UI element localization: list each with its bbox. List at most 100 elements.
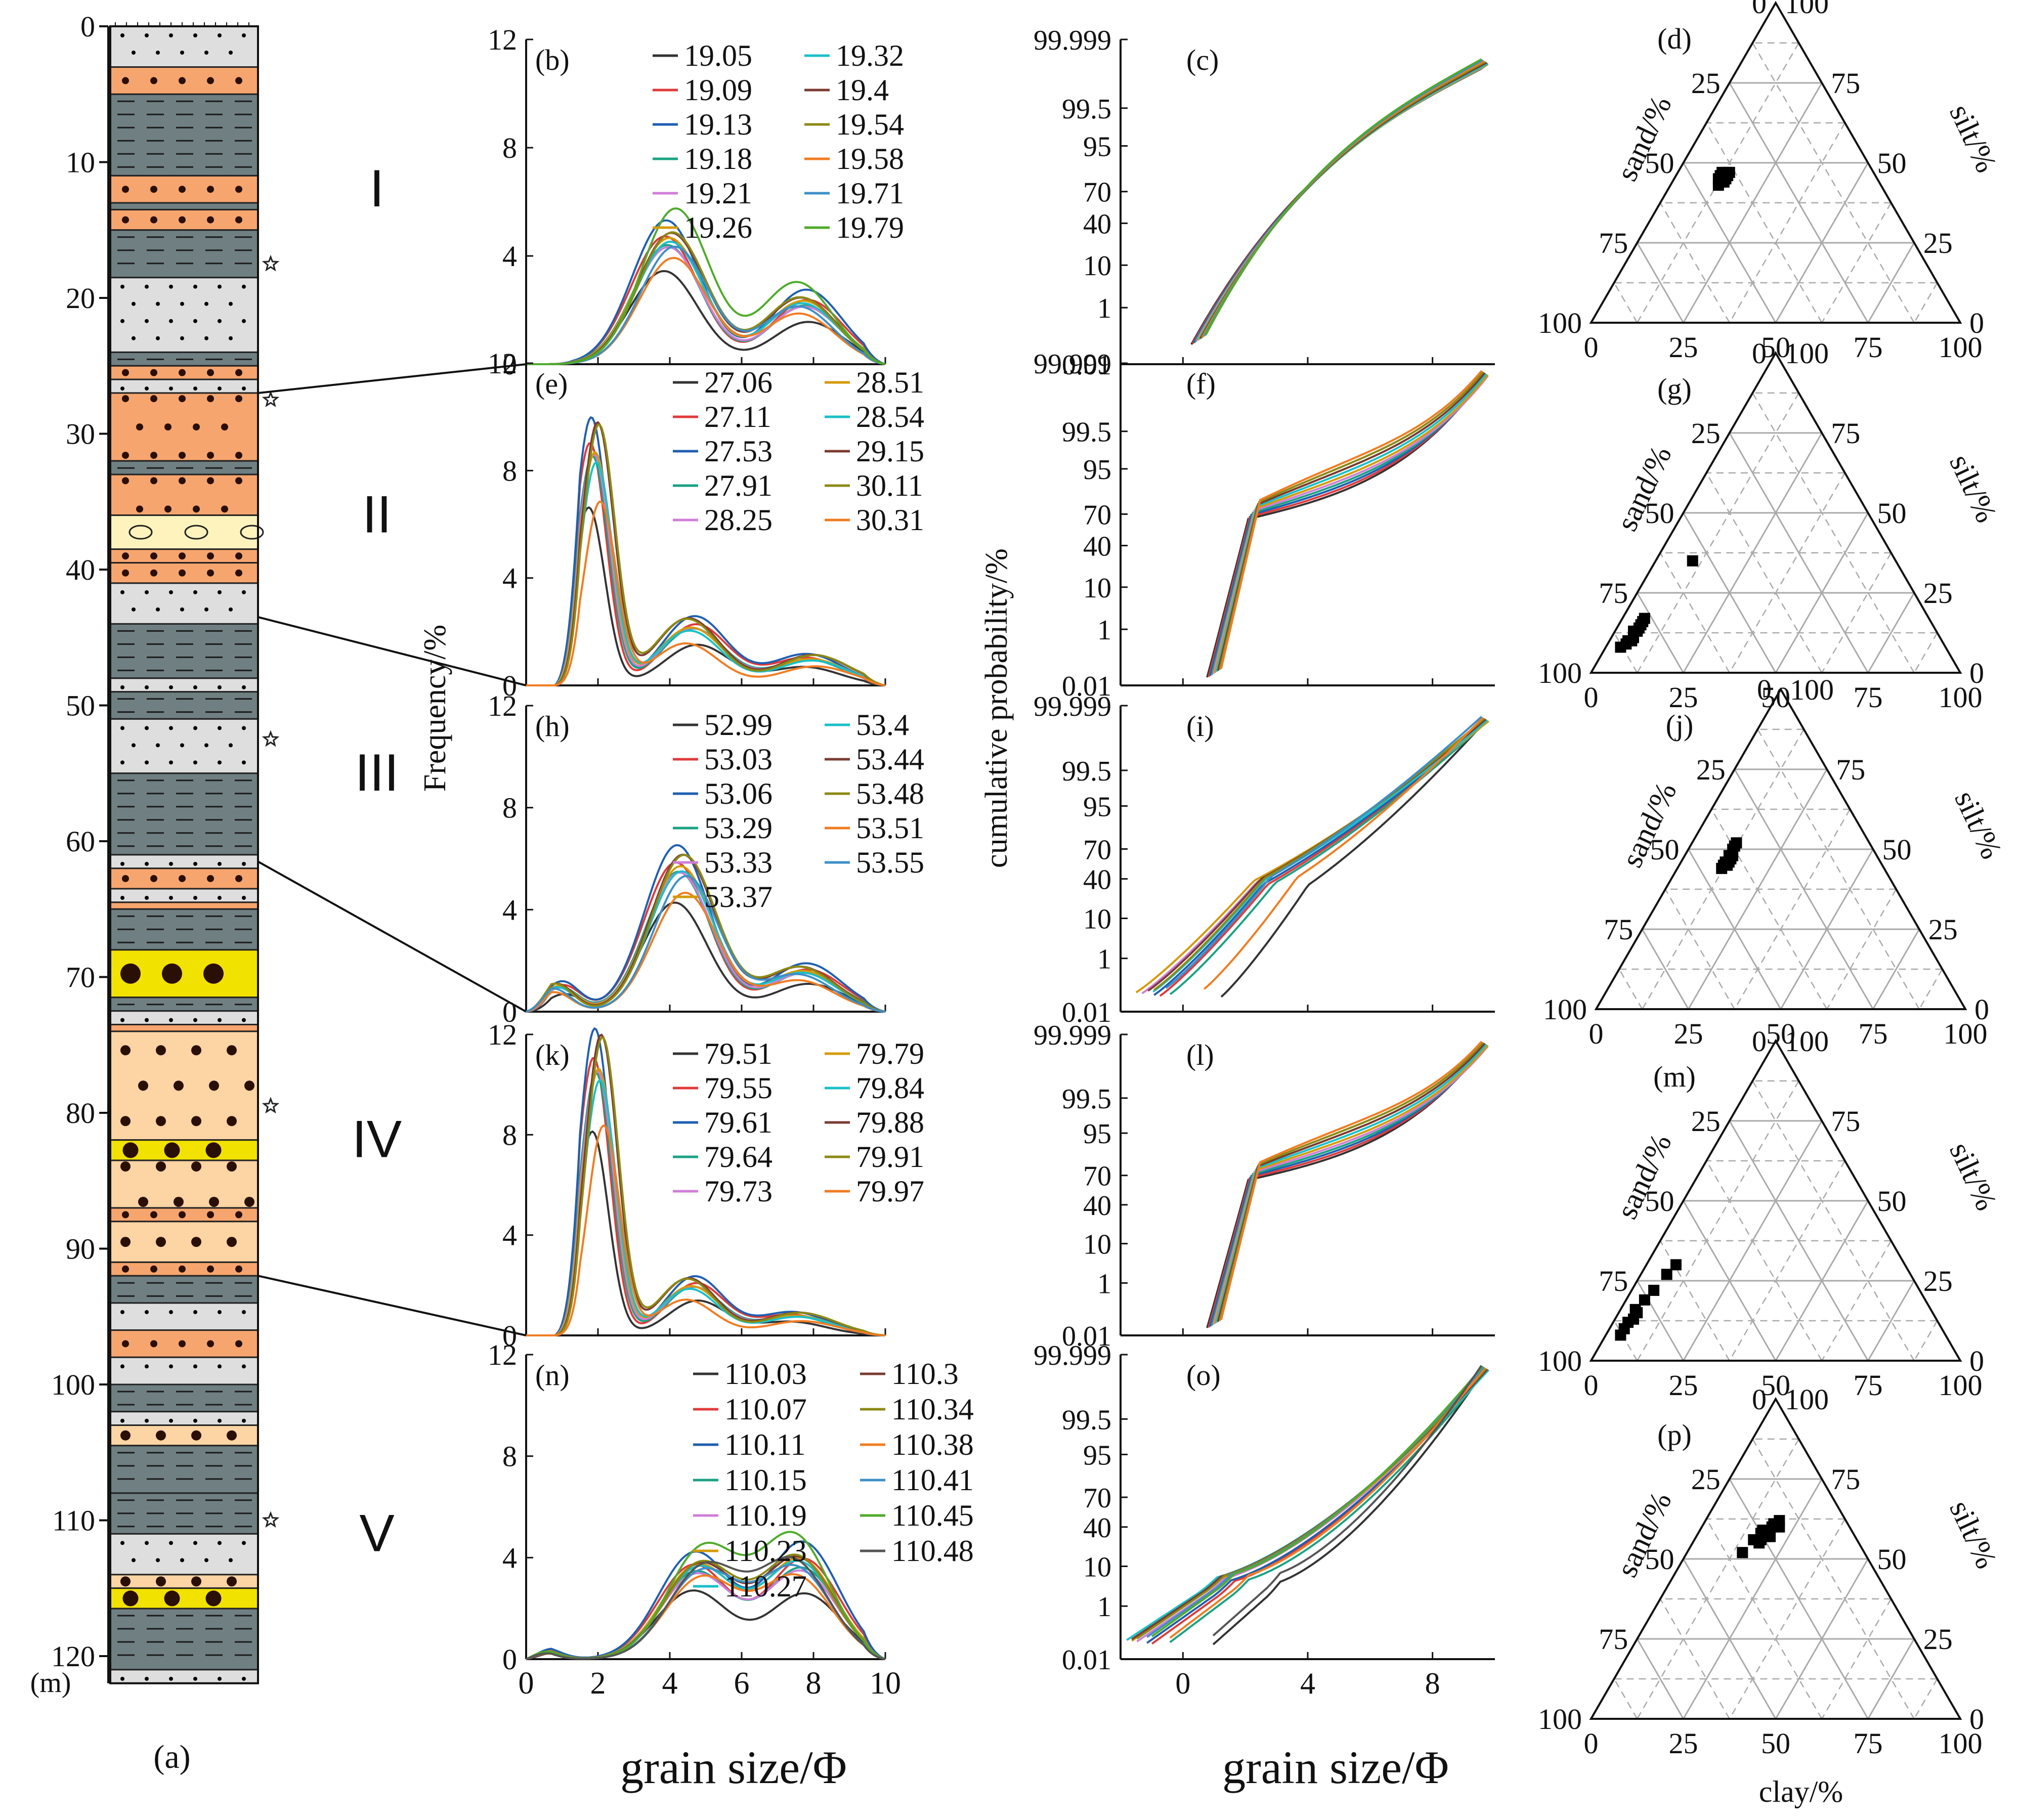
silt-dot: [145, 284, 149, 289]
lithology-layer: [109, 1608, 259, 1671]
depth-tick-label: 60: [66, 825, 95, 858]
sand-grain: [227, 1116, 237, 1126]
y-tick-label: 8: [502, 1440, 517, 1473]
legend-label: 19.09: [684, 73, 752, 107]
silt-dot: [242, 1676, 246, 1681]
y-tick-label: 8: [502, 454, 517, 487]
x-tick-label: 8: [806, 1666, 822, 1701]
series-line: [526, 1124, 886, 1336]
sand-grain: [235, 1265, 242, 1273]
sand-grain: [122, 1211, 129, 1219]
silt-dot: [218, 1418, 222, 1423]
silt-axis-title: silt/%: [1943, 449, 2003, 528]
series-line: [1204, 717, 1484, 990]
pebble: [205, 1142, 222, 1158]
grid-line: [1757, 729, 1920, 1010]
right-tick-label: 25: [1923, 577, 1953, 610]
grid-line: [1752, 393, 1915, 673]
silt-dot: [242, 284, 246, 289]
silt-dot: [180, 51, 184, 55]
y-tick-label: 99.5: [1062, 1404, 1111, 1436]
lithology-layer: [109, 25, 259, 68]
sample-star-icon: [262, 1097, 280, 1114]
silt-dot: [169, 1018, 173, 1022]
series-line: [526, 901, 886, 1013]
lithology-layer: [109, 229, 259, 279]
sand-grain: [207, 77, 214, 84]
legend-label: 110.07: [724, 1393, 807, 1426]
lithology-layer: [109, 772, 259, 856]
grid-line: [1706, 1519, 1823, 1719]
lithology-layer-fill: [109, 378, 259, 394]
series-line: [526, 1540, 886, 1660]
silt-dot: [132, 336, 136, 340]
series-line: [1169, 722, 1487, 995]
silt-axis-title: silt/%: [1948, 786, 2008, 864]
silt-dot: [193, 590, 197, 594]
silt-dot: [145, 590, 149, 594]
series-line: [1131, 1368, 1488, 1640]
data-point: [1639, 1294, 1650, 1306]
legend-label: 110.19: [724, 1499, 807, 1532]
silt-dot: [193, 861, 197, 866]
lithology-layer-fill: [109, 623, 259, 679]
bottom-tick-label: 100: [1939, 1369, 1983, 1402]
silt-dot: [229, 336, 233, 340]
left-tick-label: 75: [1599, 577, 1628, 610]
left-tick-label: 0: [1757, 673, 1772, 706]
series-line: [1151, 1365, 1484, 1637]
right-tick-label: 50: [1882, 833, 1912, 866]
right-tick-label: 50: [1877, 147, 1907, 180]
grid-line: [1613, 282, 1638, 323]
grid-line: [1659, 202, 1730, 323]
right-tick-label: 50: [1877, 497, 1907, 530]
sand-grain: [122, 552, 129, 560]
y-tick-label: 70: [1083, 177, 1111, 208]
depth-unit-label: (m): [30, 1667, 71, 1699]
sand-grain: [150, 875, 157, 882]
silt-dot: [156, 336, 160, 340]
y-tick-label: 95: [1083, 132, 1111, 163]
sand-grain: [122, 77, 129, 84]
series-line: [1126, 1369, 1490, 1641]
y-tick-label: 4: [502, 893, 517, 926]
y-tick-label: 12: [488, 23, 517, 56]
grid-line: [1636, 1638, 1684, 1719]
data-point: [1729, 840, 1740, 852]
bottom-tick-label: 100: [1939, 681, 1983, 714]
sand-grain: [122, 369, 129, 376]
grid-line: [1775, 1200, 1869, 1361]
silt-dot: [145, 319, 149, 323]
silt-dot: [145, 861, 149, 866]
data-point: [1629, 1304, 1641, 1315]
pebble: [203, 963, 224, 984]
series-line: [1217, 1043, 1486, 1322]
series-line: [526, 1589, 886, 1660]
sand-grain: [191, 1237, 201, 1247]
y-tick-label: 10: [1083, 1229, 1111, 1261]
lithology-layer-fill: [109, 202, 259, 210]
y-tick-label: 4: [502, 1219, 517, 1252]
silt-dot: [242, 1541, 246, 1545]
lithology-layer: [109, 1207, 259, 1223]
sand-grain: [235, 552, 242, 560]
sand-grain: [136, 505, 143, 513]
series-line: [1218, 1042, 1484, 1321]
lithology-layer-fill: [109, 854, 259, 870]
sand-grain: [120, 1045, 131, 1056]
silt-dot: [218, 284, 222, 289]
left-tick-label: 75: [1599, 1623, 1628, 1656]
right-tick-label: 25: [1923, 1265, 1953, 1297]
sand-grain: [209, 1196, 219, 1207]
sand-grain: [221, 505, 228, 513]
series-line: [1197, 63, 1489, 341]
sand-grain: [235, 452, 242, 459]
lithology-layer: [109, 277, 259, 353]
legend-label: 110.15: [724, 1463, 807, 1497]
y-tick-label: 0: [502, 1319, 517, 1352]
lithology-layer: [109, 1533, 259, 1576]
series-line: [526, 1556, 886, 1660]
